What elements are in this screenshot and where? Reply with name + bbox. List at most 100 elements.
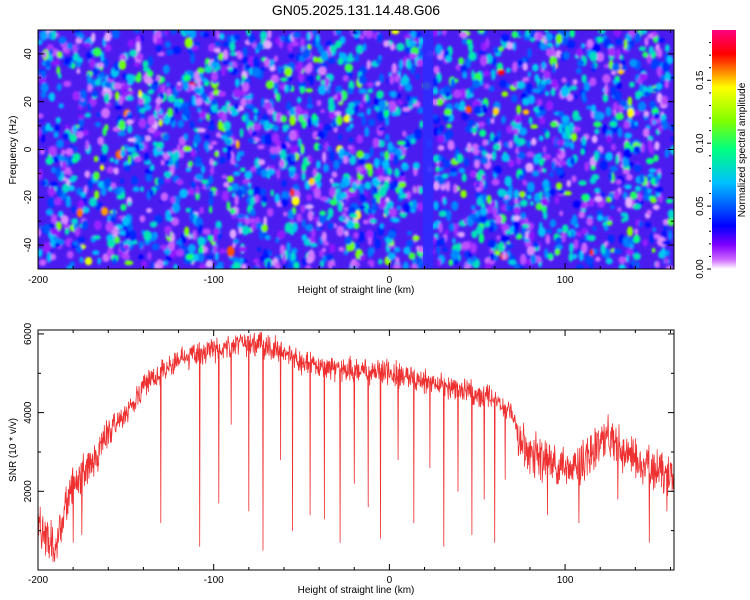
- heatmap-cell: [232, 262, 241, 269]
- heatmap-cell: [147, 251, 152, 261]
- heatmap-cell: [371, 176, 380, 187]
- heatmap-cell: [331, 265, 336, 269]
- heatmap-cell: [149, 221, 158, 228]
- heatmap-cell: [134, 143, 141, 151]
- heatmap-cell: [55, 117, 61, 124]
- heatmap-cell: [157, 150, 165, 156]
- snr-chart: -200 -100 0 100 2000 4000 6000 Height of strai…: [8, 322, 675, 596]
- heatmap-cell: [357, 231, 365, 243]
- heatmap-cell: [129, 49, 138, 57]
- heatmap-cell: [253, 265, 260, 269]
- heatmap-cell: [487, 239, 497, 249]
- heatmap-cell: [648, 168, 657, 173]
- heatmap-cell: [652, 204, 660, 211]
- heatmap-cell: [357, 112, 365, 117]
- heatmap-y-tick-label: -20: [23, 190, 34, 205]
- heatmap-cell: [170, 30, 177, 35]
- heatmap-cell: [572, 126, 581, 133]
- heatmap-cell: [97, 136, 105, 146]
- heatmap-cell: [415, 73, 420, 80]
- heatmap-cell: [316, 99, 322, 107]
- heatmap-cell: [471, 126, 478, 134]
- heatmap-cell: [593, 111, 602, 121]
- heatmap-cell: [540, 42, 547, 51]
- heatmap-cell: [522, 109, 530, 115]
- heatmap-cell: [211, 233, 218, 243]
- heatmap-cell: [145, 173, 153, 183]
- heatmap-cell: [252, 123, 262, 131]
- heatmap-cell: [501, 91, 509, 97]
- heatmap-cell: [118, 95, 124, 106]
- heatmap-cell: [511, 30, 518, 39]
- heatmap-cell: [506, 67, 511, 74]
- heatmap-cell: [433, 181, 440, 191]
- heatmap-cell: [554, 248, 561, 256]
- heatmap-cell: [559, 210, 564, 217]
- heatmap-cell: [584, 161, 589, 172]
- heatmap-cell: [174, 104, 179, 115]
- heatmap-cell: [214, 251, 219, 261]
- heatmap-cell: [603, 225, 609, 232]
- heatmap-cell: [154, 30, 162, 39]
- heatmap-cell: [479, 30, 484, 34]
- heatmap-cell: [570, 156, 575, 166]
- heatmap-cell: [181, 232, 187, 244]
- heatmap-cell: [348, 137, 354, 143]
- heatmap-cell: [384, 150, 390, 161]
- heatmap-cell: [611, 62, 621, 72]
- heatmap-cell: [123, 244, 130, 249]
- heatmap-y-tick-label: 0: [23, 146, 34, 152]
- heatmap-cell: [39, 259, 47, 266]
- heatmap-cell: [499, 79, 508, 88]
- heatmap-cell: [654, 186, 664, 194]
- heatmap-cell: [247, 138, 255, 143]
- heatmap-cell: [65, 198, 72, 208]
- heatmap-cell: [265, 80, 275, 90]
- heatmap-cell: [656, 47, 663, 59]
- heatmap-cell: [208, 175, 214, 185]
- heatmap-cell: [369, 146, 374, 157]
- heatmap-cell: [497, 188, 506, 197]
- heatmap-cell: [222, 147, 227, 153]
- heatmap-cell: [625, 254, 630, 263]
- heatmap-cell: [105, 102, 112, 108]
- heatmap-cell: [648, 145, 655, 155]
- heatmap-cell: [112, 126, 121, 132]
- heatmap-cell: [406, 230, 412, 236]
- heatmap-cell: [376, 110, 385, 122]
- heatmap-cell: [378, 73, 385, 84]
- heatmap-cell: [142, 60, 149, 69]
- heatmap-cell: [651, 247, 656, 253]
- heatmap-cell: [233, 171, 241, 177]
- heatmap-cell: [367, 247, 373, 258]
- heatmap-cell: [358, 183, 365, 195]
- heatmap-cell: [291, 153, 296, 162]
- heatmap-cell: [608, 121, 618, 128]
- heatmap-cell: [263, 120, 271, 132]
- heatmap-cell: [516, 104, 522, 115]
- heatmap-cell: [231, 192, 236, 198]
- colorbar-tick-label: 0.05: [695, 196, 706, 216]
- heatmap-cell: [586, 39, 594, 48]
- heatmap-cell: [329, 150, 336, 162]
- heatmap-cell: [664, 71, 671, 83]
- heatmap-cell: [233, 103, 240, 110]
- heatmap-cell: [654, 141, 660, 151]
- heatmap-cell: [245, 95, 252, 100]
- heatmap-cell: [651, 108, 660, 114]
- heatmap-cell: [416, 59, 424, 67]
- heatmap-cell: [395, 106, 400, 117]
- heatmap-cell: [557, 148, 561, 156]
- figure-title: GN05.2025.131.14.48.G06: [272, 2, 440, 18]
- heatmap-cell: [245, 64, 252, 70]
- heatmap-cell: [324, 77, 330, 88]
- heatmap-cell: [222, 49, 229, 60]
- heatmap-cell: [358, 157, 366, 166]
- heatmap-cell: [445, 55, 453, 63]
- heatmap-cell: [87, 179, 94, 190]
- heatmap-cell: [531, 137, 537, 146]
- heatmap-cell: [470, 204, 476, 211]
- heatmap-cell: [568, 121, 575, 133]
- heatmap-cell: [396, 140, 406, 146]
- heatmap-cell: [628, 243, 635, 249]
